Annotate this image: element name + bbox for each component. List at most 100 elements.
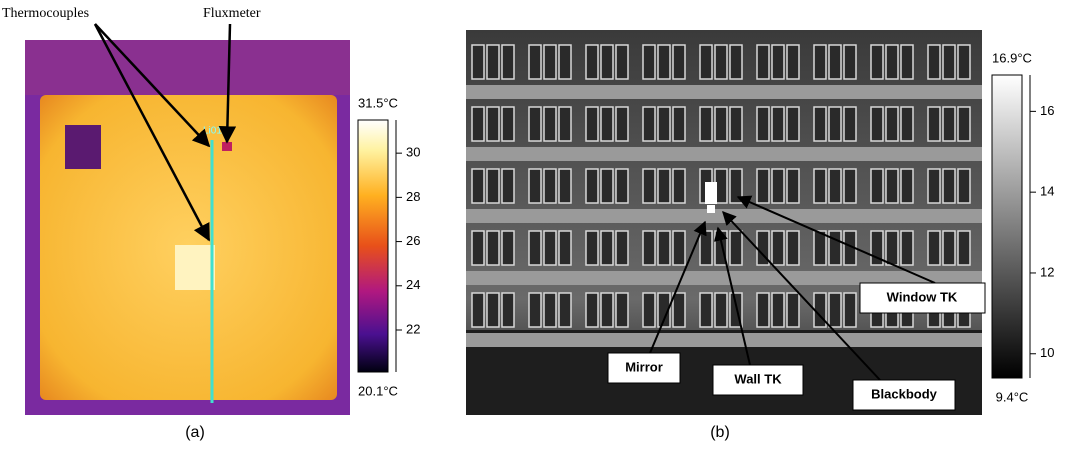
- window: [616, 293, 628, 327]
- window: [814, 231, 826, 265]
- window: [928, 107, 940, 141]
- window: [943, 231, 955, 265]
- window: [844, 169, 856, 203]
- window: [559, 45, 571, 79]
- window: [715, 293, 727, 327]
- window: [928, 231, 940, 265]
- window: [544, 293, 556, 327]
- window: [643, 107, 655, 141]
- thermocouples-label: Thermocouples: [2, 6, 89, 21]
- window: [673, 45, 685, 79]
- window: [928, 45, 940, 79]
- window: [844, 45, 856, 79]
- window: [529, 231, 541, 265]
- window: [658, 107, 670, 141]
- window: [658, 231, 670, 265]
- window: [559, 231, 571, 265]
- window: [757, 45, 769, 79]
- line-id: Li01: [203, 126, 222, 137]
- window: [601, 231, 613, 265]
- colorbar-min-label: 20.1°C: [358, 383, 398, 398]
- colorbar-min-label: 9.4°C: [996, 389, 1029, 404]
- facade-band: [466, 147, 982, 161]
- window: [544, 45, 556, 79]
- window: [616, 231, 628, 265]
- window: [787, 169, 799, 203]
- window: [829, 231, 841, 265]
- mirror-spot: [707, 205, 715, 213]
- window: [730, 45, 742, 79]
- facade-band: [466, 209, 982, 223]
- blackbody-spot: [705, 182, 717, 204]
- colorbar: [358, 120, 388, 372]
- window: [787, 293, 799, 327]
- tick-label: 24: [406, 277, 420, 292]
- window: [844, 107, 856, 141]
- colorbar-max-label: 31.5°C: [358, 95, 398, 110]
- fluxmeter-label: Fluxmeter: [203, 6, 261, 21]
- window: [586, 293, 598, 327]
- window: [943, 45, 955, 79]
- window: [658, 45, 670, 79]
- window: [829, 45, 841, 79]
- window: [544, 169, 556, 203]
- window: [559, 169, 571, 203]
- window: [730, 231, 742, 265]
- window: [601, 107, 613, 141]
- window: [757, 169, 769, 203]
- window: [529, 107, 541, 141]
- window: [559, 107, 571, 141]
- tick-label: 30: [406, 145, 420, 160]
- window: [886, 169, 898, 203]
- tick-label: 12: [1040, 264, 1054, 279]
- window: [814, 107, 826, 141]
- window: [943, 107, 955, 141]
- window: [673, 293, 685, 327]
- window: [871, 107, 883, 141]
- facade-band: [466, 85, 982, 99]
- window: [772, 231, 784, 265]
- window: [958, 231, 970, 265]
- window: [643, 169, 655, 203]
- window: [886, 45, 898, 79]
- window: [772, 169, 784, 203]
- window: [700, 231, 712, 265]
- window: [472, 231, 484, 265]
- window: [616, 107, 628, 141]
- window: [643, 231, 655, 265]
- window: [730, 107, 742, 141]
- caption-a: (a): [185, 424, 205, 441]
- window: [787, 231, 799, 265]
- window: [871, 45, 883, 79]
- window: [487, 107, 499, 141]
- window: [886, 231, 898, 265]
- colorbar-max-label: 16.9°C: [992, 50, 1032, 65]
- window: [529, 293, 541, 327]
- window: [502, 107, 514, 141]
- window-tk-label: Window TK: [887, 289, 958, 304]
- window: [544, 107, 556, 141]
- window: [586, 231, 598, 265]
- tick-label: 14: [1040, 184, 1054, 199]
- window: [772, 45, 784, 79]
- window: [715, 45, 727, 79]
- thermal-image-a: [25, 40, 350, 415]
- window: [658, 169, 670, 203]
- window: [487, 169, 499, 203]
- facade-band: [466, 333, 982, 347]
- window: [901, 231, 913, 265]
- tick-label: 28: [406, 189, 420, 204]
- window: [814, 169, 826, 203]
- window: [472, 107, 484, 141]
- window: [472, 293, 484, 327]
- window: [544, 231, 556, 265]
- window: [958, 169, 970, 203]
- blackbody-label: Blackbody: [871, 386, 938, 401]
- window: [901, 45, 913, 79]
- window: [487, 293, 499, 327]
- window: [502, 231, 514, 265]
- window: [673, 169, 685, 203]
- window: [643, 45, 655, 79]
- window: [901, 169, 913, 203]
- window: [772, 107, 784, 141]
